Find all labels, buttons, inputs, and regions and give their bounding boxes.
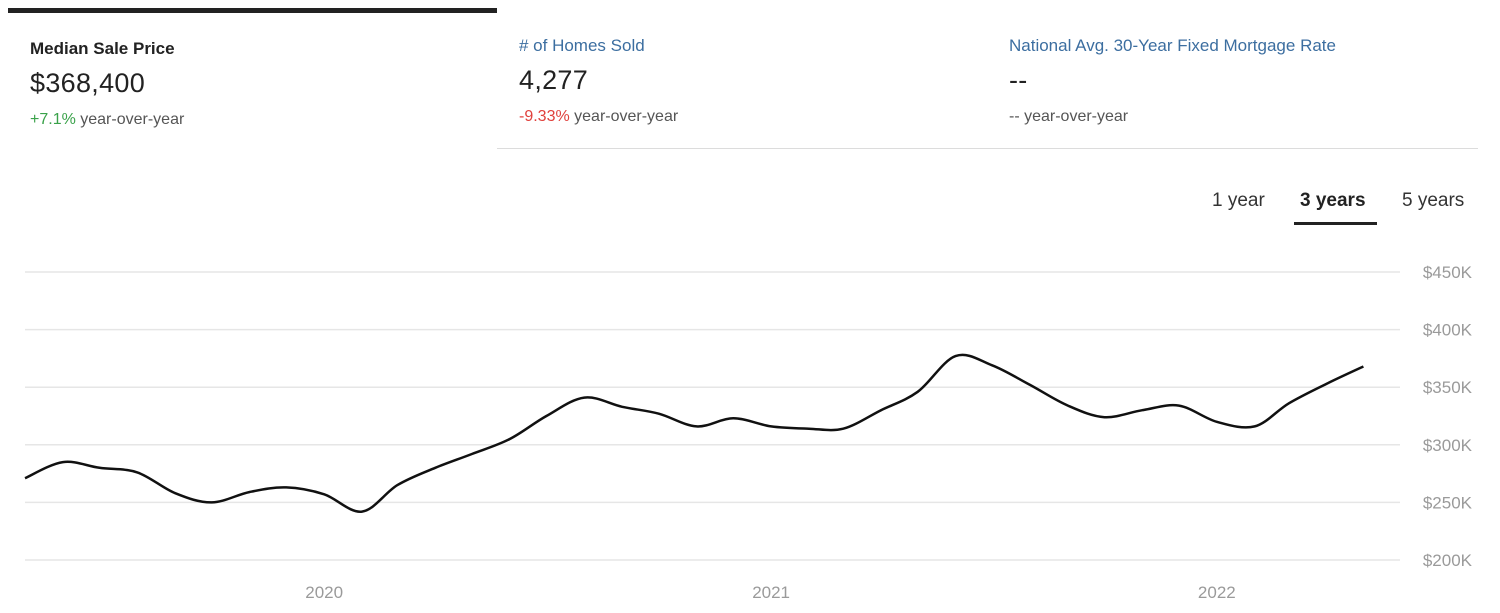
- x-tick-label: 2021: [752, 583, 790, 602]
- tab-mortgage-rate[interactable]: National Avg. 30-Year Fixed Mortgage Rat…: [987, 8, 1478, 149]
- y-tick-label: $300K: [1423, 436, 1473, 455]
- x-tick-label: 2022: [1198, 583, 1236, 602]
- tab-homes-sold[interactable]: # of Homes Sold 4,277 -9.33% year-over-y…: [497, 8, 987, 149]
- y-tick-label: $250K: [1423, 493, 1473, 512]
- tab-title: # of Homes Sold: [519, 36, 645, 55]
- selected-range-indicator: [1294, 222, 1377, 225]
- tab-change: +7.1% year-over-year: [30, 111, 184, 129]
- series-line: [24, 353, 1364, 513]
- tab-change: -- year-over-year: [1009, 108, 1128, 126]
- tab-median-sale-price[interactable]: Median Sale Price $368,400 +7.1% year-ov…: [8, 8, 497, 149]
- change-suffix: year-over-year: [75, 111, 185, 128]
- x-axis: 2020 2021 2022: [305, 583, 1235, 602]
- change-percent: +7.1%: [30, 111, 76, 128]
- y-tick-label: $400K: [1423, 321, 1473, 340]
- change-suffix: year-over-year: [569, 108, 679, 125]
- tab-change: -9.33% year-over-year: [519, 108, 678, 126]
- tab-value: --: [1009, 65, 1028, 95]
- range-5-years-button[interactable]: 5 years: [1402, 190, 1465, 211]
- tab-title: National Avg. 30-Year Fixed Mortgage Rat…: [1009, 36, 1336, 55]
- y-tick-label: $200K: [1423, 551, 1473, 570]
- tab-value: $368,400: [30, 68, 146, 98]
- change-percent: -9.33%: [519, 108, 570, 125]
- change-percent: --: [1009, 108, 1020, 125]
- y-tick-label: $350K: [1423, 378, 1473, 397]
- tab-title: Median Sale Price: [30, 39, 175, 58]
- tab-value: 4,277: [519, 65, 589, 95]
- range-1-year-button[interactable]: 1 year: [1212, 190, 1265, 211]
- series: [24, 353, 1364, 513]
- metric-tabs: Median Sale Price $368,400 +7.1% year-ov…: [8, 8, 1478, 150]
- range-3-years-button[interactable]: 3 years: [1300, 190, 1366, 211]
- y-tick-label: $450K: [1423, 263, 1473, 282]
- y-axis: $200K $250K $300K $350K $400K $450K: [1423, 263, 1473, 570]
- x-tick-label: 2020: [305, 583, 343, 602]
- grid: [25, 271, 1400, 561]
- change-suffix: year-over-year: [1019, 108, 1129, 125]
